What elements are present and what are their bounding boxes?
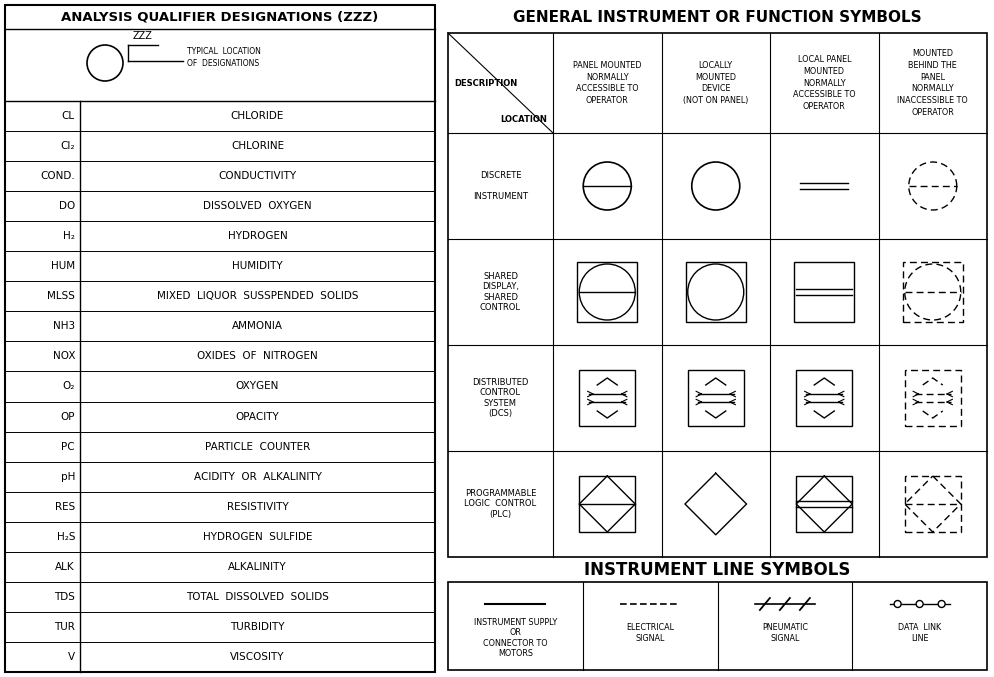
Text: H₂S: H₂S: [57, 531, 75, 542]
Text: DO: DO: [59, 201, 75, 211]
Text: TOTAL  DISSOLVED  SOLIDS: TOTAL DISSOLVED SOLIDS: [186, 592, 329, 602]
Text: NOX: NOX: [53, 351, 75, 362]
Text: ANALYSIS QUALIFIER DESIGNATIONS (ZZZ): ANALYSIS QUALIFIER DESIGNATIONS (ZZZ): [62, 11, 379, 24]
Text: MOUNTED
BEHIND THE
PANEL
NORMALLY
INACCESSIBLE TO
OPERATOR: MOUNTED BEHIND THE PANEL NORMALLY INACCE…: [897, 49, 967, 117]
Text: PROGRAMMABLE
LOGIC  CONTROL
(PLC): PROGRAMMABLE LOGIC CONTROL (PLC): [464, 489, 536, 519]
Text: TURBIDITY: TURBIDITY: [230, 622, 284, 632]
Text: AMMONIA: AMMONIA: [232, 322, 282, 332]
Text: PANEL MOUNTED
NORMALLY
ACCESSIBLE TO
OPERATOR: PANEL MOUNTED NORMALLY ACCESSIBLE TO OPE…: [573, 61, 641, 105]
Text: LOCAL PANEL
MOUNTED
NORMALLY
ACCESSIBLE TO
OPERATOR: LOCAL PANEL MOUNTED NORMALLY ACCESSIBLE …: [792, 55, 855, 111]
Text: LOCALLY
MOUNTED
DEVICE
(NOT ON PANEL): LOCALLY MOUNTED DEVICE (NOT ON PANEL): [682, 61, 747, 105]
Text: CONDUCTIVITY: CONDUCTIVITY: [219, 171, 296, 181]
Text: INSTRUMENT LINE SYMBOLS: INSTRUMENT LINE SYMBOLS: [583, 561, 850, 579]
Text: VISCOSITY: VISCOSITY: [230, 652, 284, 662]
Text: RESISTIVITY: RESISTIVITY: [227, 502, 288, 512]
Text: SHARED
DISPLAY,
SHARED
CONTROL: SHARED DISPLAY, SHARED CONTROL: [479, 272, 521, 312]
Circle shape: [915, 600, 922, 607]
Text: pH: pH: [61, 472, 75, 481]
Text: CHLORINE: CHLORINE: [231, 141, 283, 151]
Text: OP: OP: [61, 412, 75, 422]
Text: H₂: H₂: [63, 232, 75, 241]
Text: TUR: TUR: [54, 622, 75, 632]
Text: HUMIDITY: HUMIDITY: [232, 261, 282, 271]
Text: ALK: ALK: [56, 562, 75, 572]
Text: DISTRIBUTED
CONTROL
SYSTEM
(DCS): DISTRIBUTED CONTROL SYSTEM (DCS): [472, 378, 528, 418]
Text: OXYGEN: OXYGEN: [236, 382, 279, 391]
Text: PNEUMATIC
SIGNAL: PNEUMATIC SIGNAL: [761, 624, 807, 642]
Text: DISSOLVED  OXYGEN: DISSOLVED OXYGEN: [203, 201, 311, 211]
Text: HYDROGEN  SULFIDE: HYDROGEN SULFIDE: [203, 531, 312, 542]
Text: OF  DESIGNATIONS: OF DESIGNATIONS: [187, 58, 258, 68]
Text: NH3: NH3: [53, 322, 75, 332]
Circle shape: [894, 600, 901, 607]
Text: DATA  LINK
LINE: DATA LINK LINE: [898, 624, 940, 642]
Text: O₂: O₂: [63, 382, 75, 391]
Text: MLSS: MLSS: [47, 291, 75, 301]
Text: RES: RES: [55, 502, 75, 512]
Text: DESCRIPTION: DESCRIPTION: [453, 79, 517, 87]
Text: CL: CL: [62, 111, 75, 121]
Text: INSTRUMENT SUPPLY
OR
CONNECTOR TO
MOTORS: INSTRUMENT SUPPLY OR CONNECTOR TO MOTORS: [473, 618, 557, 658]
Text: CHLORIDE: CHLORIDE: [231, 111, 284, 121]
Text: OPACITY: OPACITY: [236, 412, 279, 422]
Text: HUM: HUM: [51, 261, 75, 271]
Text: ELECTRICAL
SIGNAL: ELECTRICAL SIGNAL: [625, 624, 674, 642]
Text: DISCRETE

INSTRUMENT: DISCRETE INSTRUMENT: [472, 171, 528, 201]
Text: ZZZ: ZZZ: [133, 31, 153, 41]
Text: COND.: COND.: [40, 171, 75, 181]
Circle shape: [937, 600, 944, 607]
Text: TDS: TDS: [54, 592, 75, 602]
Text: Cl₂: Cl₂: [61, 141, 75, 151]
Text: MIXED  LIQUOR  SUSSPENDED  SOLIDS: MIXED LIQUOR SUSSPENDED SOLIDS: [157, 291, 358, 301]
Text: HYDROGEN: HYDROGEN: [228, 232, 287, 241]
Text: GENERAL INSTRUMENT OR FUNCTION SYMBOLS: GENERAL INSTRUMENT OR FUNCTION SYMBOLS: [513, 11, 920, 26]
Text: ACIDITY  OR  ALKALINITY: ACIDITY OR ALKALINITY: [194, 472, 321, 481]
Text: PC: PC: [62, 441, 75, 452]
Text: V: V: [68, 652, 75, 662]
Text: PARTICLE  COUNTER: PARTICLE COUNTER: [205, 441, 310, 452]
Text: ALKALINITY: ALKALINITY: [228, 562, 286, 572]
Text: OXIDES  OF  NITROGEN: OXIDES OF NITROGEN: [197, 351, 317, 362]
Text: LOCATION: LOCATION: [500, 114, 547, 123]
Text: TYPICAL  LOCATION: TYPICAL LOCATION: [187, 47, 260, 56]
